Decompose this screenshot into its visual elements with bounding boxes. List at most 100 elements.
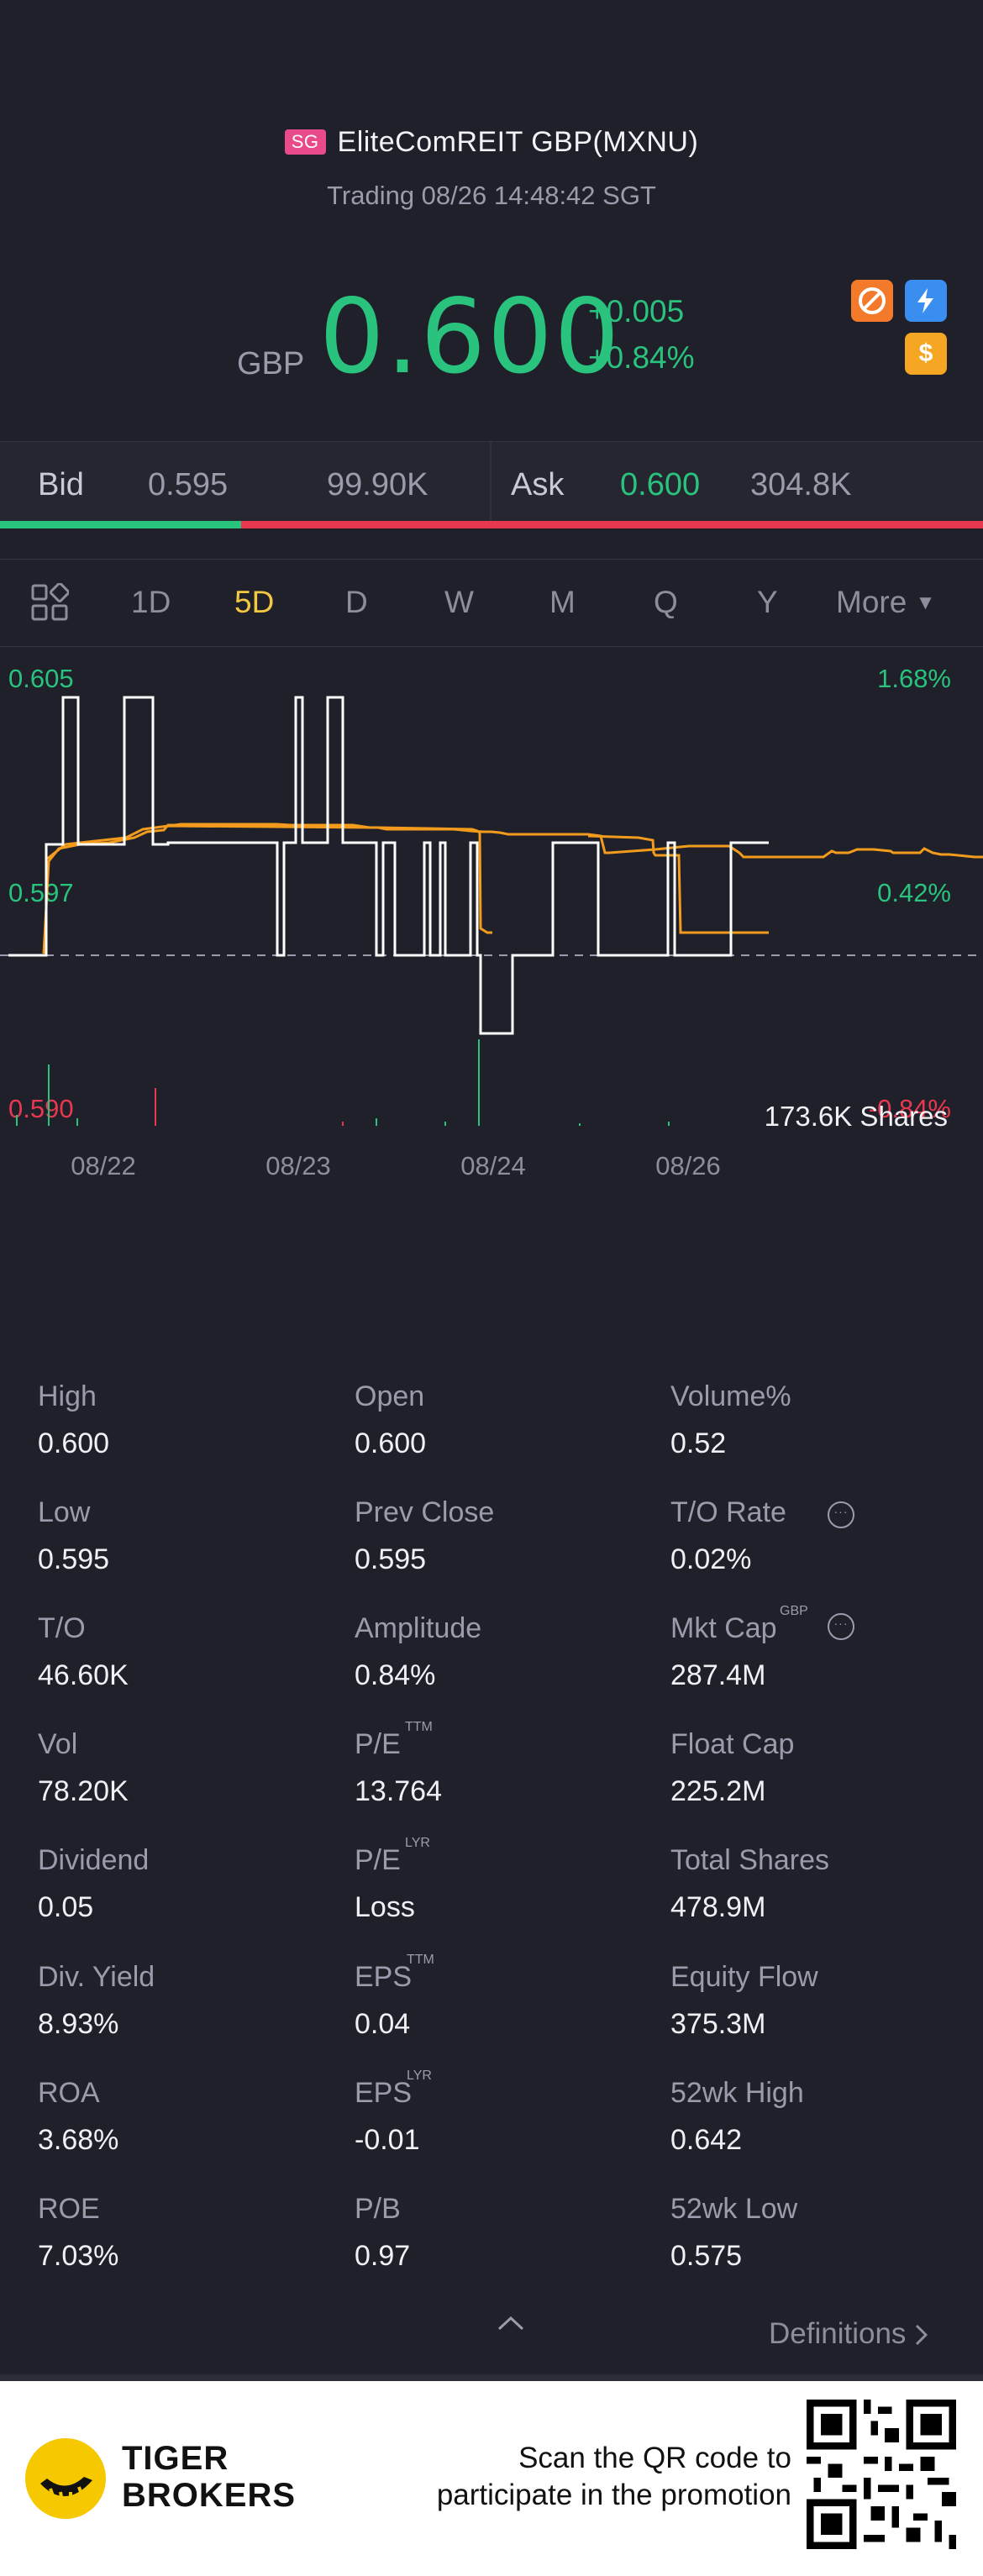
bid-size: 99.90K: [327, 467, 428, 502]
stat-label-p-e: P/E: [355, 1844, 401, 1877]
stat-label-float-cap: Float Cap: [670, 1728, 795, 1761]
stat-value-p-e: 13.764: [355, 1775, 442, 1808]
stat-value-p-b: 0.97: [355, 2239, 411, 2272]
promo-line-2: participate in the promotion: [436, 2479, 791, 2511]
collapse-chevron-icon[interactable]: [496, 2307, 526, 2340]
stat-value-float-cap: 225.2M: [670, 1775, 766, 1808]
stat-value-prev-close: 0.595: [355, 1543, 427, 1576]
stat-superscript: TTM: [407, 1952, 434, 1967]
brand-line-2: BROKERS: [122, 2477, 297, 2514]
brand-line-1: TIGER: [122, 2440, 229, 2477]
trading-status: Trading 08/26 14:48:42 SGT: [327, 181, 656, 210]
stat-value-52wk-high: 0.642: [670, 2123, 743, 2156]
bid-ask-divider: [490, 442, 492, 526]
stock-title-row: SG EliteComREIT GBP(MXNU): [0, 126, 983, 159]
qr-code[interactable]: [807, 2400, 956, 2549]
stat-value-52wk-low: 0.575: [670, 2239, 743, 2272]
chevron-right-icon: [914, 2317, 929, 2350]
stat-value-high: 0.600: [38, 1427, 110, 1459]
bid-ask-panel: Bid 0.595 99.90K Ask 0.600 304.8K: [0, 441, 983, 526]
stat-label-equity-flow: Equity Flow: [670, 1960, 818, 1993]
stat-value-roa: 3.68%: [38, 2123, 119, 2156]
date-label: 08/24: [460, 1151, 526, 1180]
stat-label-p-e: P/E: [355, 1728, 401, 1761]
volume-bars: [16, 1039, 670, 1126]
layout-grid-icon[interactable]: [30, 582, 70, 626]
ask-size: 304.8K: [750, 467, 852, 502]
dollar-icon[interactable]: $: [905, 333, 947, 375]
tab-m[interactable]: M: [549, 585, 576, 619]
bid-strength-bar: [0, 521, 241, 528]
stat-label-prev-close: Prev Close: [355, 1496, 495, 1529]
tiger-logo-icon: [25, 2438, 106, 2519]
stat-label-roa: ROA: [38, 2076, 100, 2109]
stat-label-52wk-high: 52wk High: [670, 2076, 804, 2109]
tab-q[interactable]: Q: [654, 585, 678, 619]
bid-price: 0.595: [148, 467, 229, 502]
quote-header: SG EliteComREIT GBP(MXNU) Trading 08/26 1…: [0, 0, 983, 441]
y-label-low: 0.590: [8, 1094, 74, 1123]
last-price: 0.600: [319, 277, 622, 397]
ask-strength-bar: [241, 521, 983, 528]
stat-value-total-shares: 478.9M: [670, 1891, 766, 1924]
price-change-pct: +0.84%: [588, 340, 695, 375]
y-label-mid: 0.597: [8, 878, 74, 907]
stat-value-amplitude: 0.84%: [355, 1659, 436, 1692]
market-badge: SG: [284, 129, 326, 155]
stat-label-p-b: P/B: [355, 2192, 401, 2225]
stat-value-div-yield: 8.93%: [38, 2007, 119, 2040]
stat-value-volume: 0.52: [670, 1427, 727, 1459]
y-label-high: 0.605: [8, 664, 74, 693]
stat-value-open: 0.600: [355, 1427, 427, 1459]
promo-line-1: Scan the QR code to: [518, 2442, 791, 2474]
stat-value-low: 0.595: [38, 1543, 110, 1576]
bid-label: Bid: [38, 467, 84, 502]
date-label: 08/23: [265, 1151, 331, 1180]
stat-superscript: LYR: [407, 2068, 432, 2083]
period-tabs: 1D 5D D W M Q Y More ▼: [0, 559, 983, 647]
stat-value-dividend: 0.05: [38, 1891, 94, 1924]
ask-price: 0.600: [620, 467, 701, 502]
stat-value-mkt-cap: 287.4M: [670, 1659, 766, 1692]
stat-label-eps: EPS: [355, 2076, 413, 2109]
volume-total-label: 173.6K Shares: [765, 1101, 948, 1132]
stat-value-t-o: 46.60K: [38, 1659, 129, 1692]
stat-label-roe: ROE: [38, 2192, 100, 2225]
info-icon[interactable]: ···: [828, 1613, 854, 1640]
pct-label-high: 1.68%: [877, 664, 951, 693]
no-short-icon[interactable]: [851, 280, 893, 322]
stat-superscript: TTM: [405, 1720, 433, 1735]
stat-superscript: LYR: [405, 1836, 430, 1851]
stat-value-p-e: Loss: [355, 1891, 415, 1924]
tab-more[interactable]: More ▼: [836, 585, 935, 620]
stat-label-div-yield: Div. Yield: [38, 1960, 155, 1993]
tab-more-label: More: [836, 585, 907, 619]
stat-value-roe: 7.03%: [38, 2239, 119, 2272]
stat-value-eps: 0.04: [355, 2007, 411, 2040]
pct-label-mid: 0.42%: [877, 878, 951, 907]
stat-label-total-shares: Total Shares: [670, 1844, 829, 1877]
tab-5d[interactable]: 5D: [234, 585, 275, 619]
caret-down-icon: ▼: [915, 591, 936, 614]
price-chart[interactable]: 0.605 0.597 0.590 1.68% 0.42% -0.84% 173…: [0, 651, 983, 1348]
tab-w[interactable]: W: [444, 585, 474, 619]
stat-label-vol: Vol: [38, 1728, 78, 1761]
stat-label-52wk-low: 52wk Low: [670, 2192, 798, 2225]
stock-title: EliteComREIT GBP(MXNU): [337, 126, 699, 158]
price-currency: GBP: [237, 346, 305, 381]
stat-value-vol: 78.20K: [38, 1775, 129, 1808]
stat-label-t-o-rate: T/O Rate: [670, 1496, 786, 1529]
tab-d[interactable]: D: [345, 585, 368, 619]
stat-label-volume: Volume%: [670, 1380, 791, 1412]
definitions-label: Definitions: [769, 2317, 907, 2350]
avg-price-line-3: [587, 834, 769, 934]
definitions-link[interactable]: Definitions: [769, 2317, 929, 2351]
tab-y[interactable]: Y: [757, 585, 778, 619]
price-change-abs: +0.005: [588, 294, 685, 329]
tab-1d[interactable]: 1D: [131, 585, 171, 619]
info-icon[interactable]: ···: [828, 1501, 854, 1528]
pct-label-low: -0.84%: [869, 1094, 951, 1123]
price-line: [8, 696, 769, 1035]
stat-label-t-o: T/O: [38, 1612, 86, 1645]
flash-icon[interactable]: [905, 280, 947, 322]
